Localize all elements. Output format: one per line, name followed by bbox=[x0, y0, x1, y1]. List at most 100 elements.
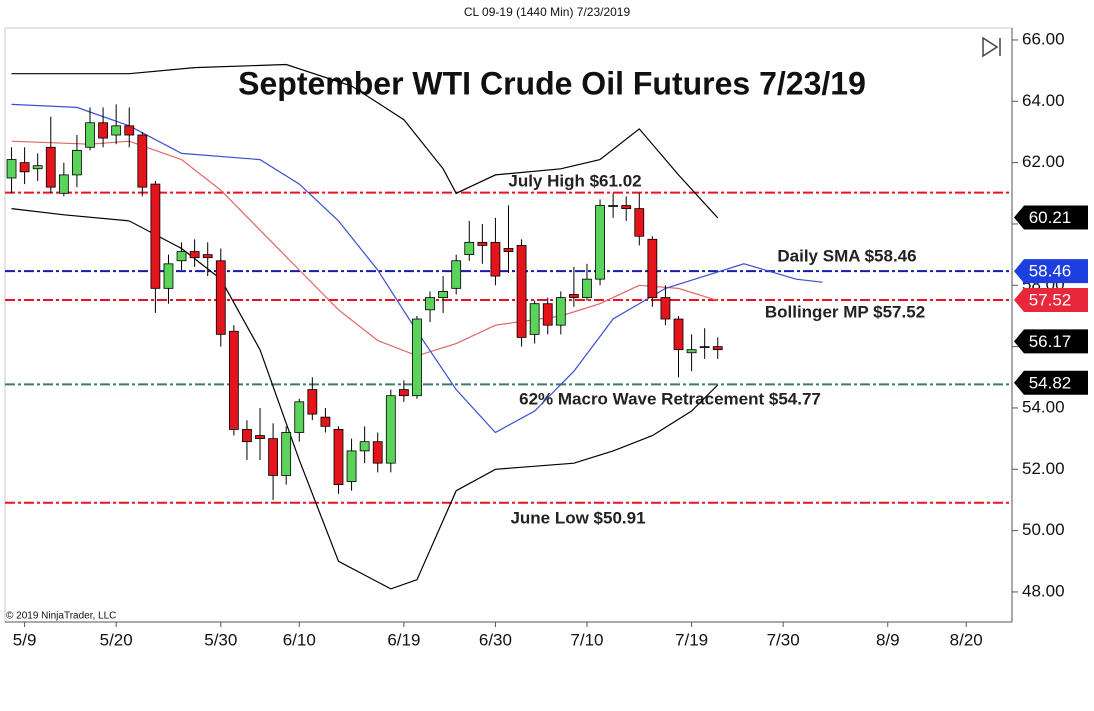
candle-body bbox=[529, 303, 540, 335]
candle-body bbox=[451, 260, 462, 289]
copyright: © 2019 NinjaTrader, LLC bbox=[6, 611, 116, 622]
candle bbox=[111, 104, 122, 145]
candle-body bbox=[163, 263, 174, 289]
level-label: Daily SMA $58.46 bbox=[777, 246, 916, 265]
candle-body bbox=[320, 416, 331, 427]
level-label: 62% Macro Wave Retracement $54.77 bbox=[519, 389, 821, 408]
candle-body bbox=[699, 346, 710, 349]
header: CL 09-19 (1440 Min) 7/23/2019 bbox=[464, 5, 631, 19]
candle bbox=[19, 147, 30, 185]
candle bbox=[281, 426, 292, 485]
candle-body bbox=[372, 441, 383, 464]
candle bbox=[464, 220, 475, 261]
candle-body bbox=[425, 297, 435, 311]
price-badge-label: 54.82 bbox=[1029, 373, 1072, 392]
overlay-line bbox=[11, 103, 823, 434]
candle-body bbox=[202, 254, 213, 259]
price-badge-label: 58.46 bbox=[1029, 262, 1072, 281]
candle bbox=[490, 217, 501, 286]
candle bbox=[359, 426, 370, 464]
level-label: June Low $50.91 bbox=[510, 508, 645, 527]
candle bbox=[333, 426, 344, 494]
x-tick-label: 5/20 bbox=[100, 630, 133, 649]
candle bbox=[137, 131, 148, 197]
x-tick-label: 6/10 bbox=[283, 630, 316, 649]
candle-body bbox=[111, 125, 122, 136]
candle-body bbox=[477, 241, 488, 246]
candle-body bbox=[228, 330, 239, 430]
candle-body bbox=[412, 318, 422, 397]
candle-body bbox=[346, 450, 357, 482]
candle bbox=[32, 153, 43, 182]
y-tick-label: 48.00 bbox=[1022, 581, 1065, 600]
candle-body bbox=[634, 208, 645, 237]
price-badge bbox=[1014, 288, 1088, 313]
candle bbox=[451, 254, 462, 295]
candle-body bbox=[542, 303, 553, 326]
candle-body bbox=[72, 149, 82, 176]
x-tick-label: 5/30 bbox=[204, 630, 237, 649]
candle-body bbox=[255, 435, 265, 440]
candle-body bbox=[621, 205, 632, 210]
overlay-line bbox=[11, 140, 718, 357]
candle-body bbox=[98, 122, 108, 139]
candle-body bbox=[712, 346, 723, 351]
candle bbox=[634, 193, 645, 246]
candle-body bbox=[398, 389, 409, 397]
candle-body bbox=[19, 162, 30, 173]
candle bbox=[503, 205, 514, 274]
candle bbox=[228, 325, 239, 436]
candle bbox=[189, 239, 200, 267]
candle-body bbox=[686, 349, 697, 354]
play-icon[interactable] bbox=[982, 36, 1001, 58]
play-triangle[interactable] bbox=[982, 36, 999, 58]
price-badge bbox=[1014, 329, 1088, 354]
candle-body bbox=[176, 251, 187, 262]
candle bbox=[621, 196, 632, 221]
candle bbox=[647, 236, 658, 307]
candle-body bbox=[555, 297, 566, 326]
candle bbox=[529, 300, 540, 344]
candle bbox=[163, 254, 174, 304]
overlay-line bbox=[11, 63, 719, 219]
price-badge bbox=[1014, 205, 1088, 230]
candle-body bbox=[333, 429, 344, 486]
candle bbox=[268, 423, 278, 500]
candle-body bbox=[189, 251, 200, 259]
candle bbox=[215, 248, 226, 347]
y-tick-label: 50.00 bbox=[1022, 520, 1065, 539]
candle bbox=[425, 291, 435, 323]
candle bbox=[699, 328, 710, 359]
candle bbox=[72, 135, 82, 188]
y-tick-label: 66.00 bbox=[1022, 29, 1065, 48]
x-tick-label: 8/20 bbox=[950, 630, 983, 649]
candle-body bbox=[438, 291, 449, 298]
x-tick-label: 7/30 bbox=[767, 630, 800, 649]
candle-body bbox=[58, 174, 69, 194]
candle bbox=[477, 223, 488, 264]
candle-body bbox=[268, 438, 278, 476]
candle bbox=[673, 315, 684, 378]
candle bbox=[242, 420, 252, 461]
candle-body bbox=[85, 122, 95, 148]
candle-body bbox=[242, 429, 252, 443]
x-tick-label: 7/10 bbox=[570, 630, 603, 649]
candle-body bbox=[124, 125, 135, 136]
candle-body bbox=[6, 159, 17, 179]
candle bbox=[58, 162, 69, 197]
candle-body bbox=[516, 245, 527, 338]
level-label: July High $61.02 bbox=[508, 171, 641, 190]
candle-body bbox=[215, 260, 226, 335]
candle bbox=[307, 377, 318, 421]
candle-body bbox=[32, 165, 43, 170]
price-badge-label: 57.52 bbox=[1029, 290, 1072, 309]
candle-body bbox=[385, 395, 396, 464]
candle-body bbox=[294, 401, 305, 433]
candle bbox=[555, 291, 566, 335]
candle bbox=[582, 263, 592, 301]
price-badge-label: 60.21 bbox=[1029, 208, 1072, 227]
candle-body bbox=[673, 318, 684, 351]
candle-body bbox=[307, 389, 318, 415]
candle bbox=[595, 199, 605, 286]
